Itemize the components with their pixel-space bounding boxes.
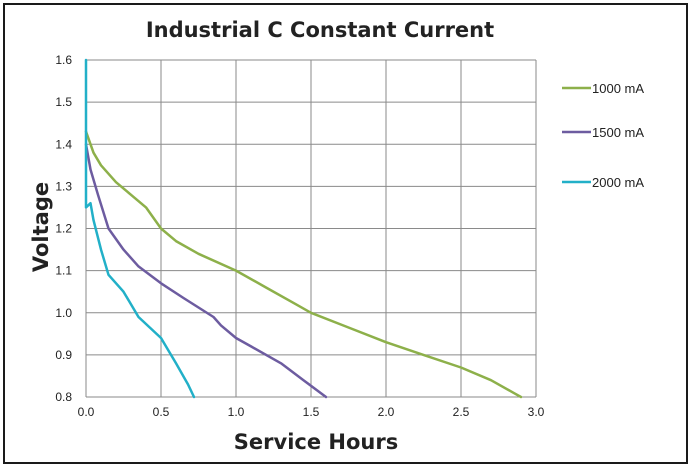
x-tick-label: 3.0 <box>528 405 545 419</box>
x-tick-label: 2.5 <box>453 405 470 419</box>
y-tick-label: 1.0 <box>55 306 72 320</box>
legend-label-1: 1000 mA <box>592 81 644 96</box>
legend-label-3: 2000 mA <box>592 175 644 190</box>
y-tick-label: 1.1 <box>55 264 72 278</box>
x-tick-label: 1.0 <box>228 405 245 419</box>
x-tick-label: 1.5 <box>303 405 320 419</box>
y-tick-label: 0.8 <box>55 390 72 404</box>
legend-label-2: 1500 mA <box>592 125 644 140</box>
x-tick-label: 0.0 <box>78 405 95 419</box>
x-tick-label: 2.0 <box>378 405 395 419</box>
y-tick-label: 1.6 <box>55 53 72 67</box>
series-line-1 <box>86 132 521 397</box>
x-tick-label: 0.5 <box>153 405 170 419</box>
y-tick-label: 1.5 <box>55 95 72 109</box>
y-tick-label: 1.4 <box>55 137 72 151</box>
y-tick-label: 0.9 <box>55 348 72 362</box>
y-tick-label: 1.3 <box>55 179 72 193</box>
y-tick-label: 1.2 <box>55 222 72 236</box>
